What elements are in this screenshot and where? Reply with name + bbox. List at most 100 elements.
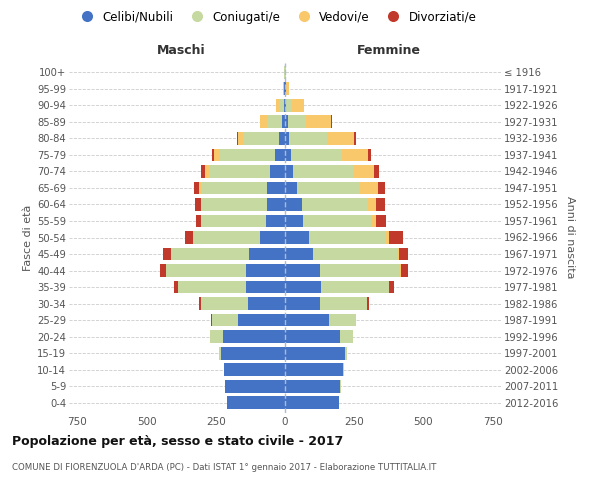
- Bar: [401, 264, 407, 277]
- Bar: [374, 165, 379, 178]
- Bar: [185, 231, 193, 244]
- Bar: [260, 231, 285, 244]
- Bar: [212, 314, 238, 326]
- Bar: [178, 280, 246, 293]
- Bar: [329, 314, 356, 326]
- Bar: [285, 280, 321, 293]
- Bar: [302, 198, 368, 211]
- Bar: [205, 165, 209, 178]
- Bar: [288, 116, 306, 128]
- Bar: [220, 148, 275, 162]
- Bar: [285, 380, 340, 392]
- Bar: [280, 132, 285, 145]
- Bar: [267, 116, 282, 128]
- Text: Femmine: Femmine: [356, 44, 421, 57]
- Bar: [196, 214, 201, 228]
- Bar: [199, 297, 200, 310]
- Bar: [313, 248, 397, 260]
- Bar: [285, 99, 286, 112]
- Bar: [285, 165, 293, 178]
- Bar: [353, 165, 374, 178]
- Bar: [278, 99, 284, 112]
- Bar: [285, 182, 298, 194]
- Bar: [160, 264, 166, 277]
- Bar: [389, 231, 403, 244]
- Bar: [267, 198, 285, 211]
- Bar: [285, 148, 290, 162]
- Bar: [285, 116, 288, 128]
- Bar: [400, 264, 401, 277]
- Bar: [285, 264, 320, 277]
- Bar: [289, 132, 326, 145]
- Bar: [201, 214, 202, 228]
- Bar: [267, 182, 285, 194]
- Bar: [227, 396, 285, 409]
- Bar: [223, 330, 285, 343]
- Bar: [342, 148, 368, 162]
- Bar: [340, 330, 353, 343]
- Bar: [285, 231, 308, 244]
- Bar: [266, 214, 285, 228]
- Bar: [202, 214, 266, 228]
- Bar: [246, 264, 285, 277]
- Bar: [292, 99, 304, 112]
- Bar: [397, 248, 398, 260]
- Bar: [248, 297, 285, 310]
- Bar: [236, 132, 238, 145]
- Bar: [284, 99, 285, 112]
- Text: Maschi: Maschi: [157, 44, 206, 57]
- Legend: Celibi/Nubili, Coniugati/e, Vedovi/e, Divorziati/e: Celibi/Nubili, Coniugati/e, Vedovi/e, Di…: [71, 6, 481, 28]
- Bar: [285, 363, 343, 376]
- Bar: [226, 380, 285, 392]
- Bar: [166, 264, 246, 277]
- Bar: [285, 396, 339, 409]
- Bar: [285, 297, 320, 310]
- Bar: [321, 280, 389, 293]
- Bar: [209, 165, 270, 178]
- Bar: [389, 280, 394, 293]
- Bar: [221, 346, 285, 360]
- Bar: [200, 297, 248, 310]
- Bar: [306, 116, 331, 128]
- Bar: [360, 182, 378, 194]
- Bar: [367, 297, 369, 310]
- Bar: [244, 132, 280, 145]
- Bar: [210, 330, 223, 343]
- Bar: [285, 248, 313, 260]
- Bar: [320, 297, 367, 310]
- Y-axis label: Fasce di età: Fasce di età: [23, 204, 33, 270]
- Bar: [308, 231, 386, 244]
- Bar: [285, 314, 329, 326]
- Bar: [218, 346, 221, 360]
- Bar: [163, 248, 171, 260]
- Bar: [200, 198, 202, 211]
- Bar: [275, 148, 285, 162]
- Bar: [172, 248, 249, 260]
- Bar: [194, 182, 199, 194]
- Bar: [200, 165, 205, 178]
- Bar: [331, 116, 332, 128]
- Bar: [378, 182, 385, 194]
- Bar: [290, 148, 342, 162]
- Bar: [194, 231, 260, 244]
- Bar: [285, 330, 340, 343]
- Bar: [376, 214, 386, 228]
- Bar: [285, 214, 303, 228]
- Text: COMUNE DI FIORENZUOLA D'ARDA (PC) - Dati ISTAT 1° gennaio 2017 - Elaborazione TU: COMUNE DI FIORENZUOLA D'ARDA (PC) - Dati…: [12, 462, 436, 471]
- Bar: [276, 99, 278, 112]
- Bar: [286, 99, 292, 112]
- Bar: [368, 148, 371, 162]
- Bar: [202, 182, 267, 194]
- Y-axis label: Anni di nascita: Anni di nascita: [565, 196, 575, 278]
- Bar: [238, 314, 285, 326]
- Bar: [195, 198, 200, 211]
- Bar: [354, 132, 356, 145]
- Bar: [199, 182, 202, 194]
- Bar: [286, 82, 289, 96]
- Bar: [285, 132, 289, 145]
- Bar: [224, 363, 285, 376]
- Bar: [270, 165, 285, 178]
- Bar: [386, 231, 389, 244]
- Bar: [293, 165, 353, 178]
- Bar: [246, 280, 285, 293]
